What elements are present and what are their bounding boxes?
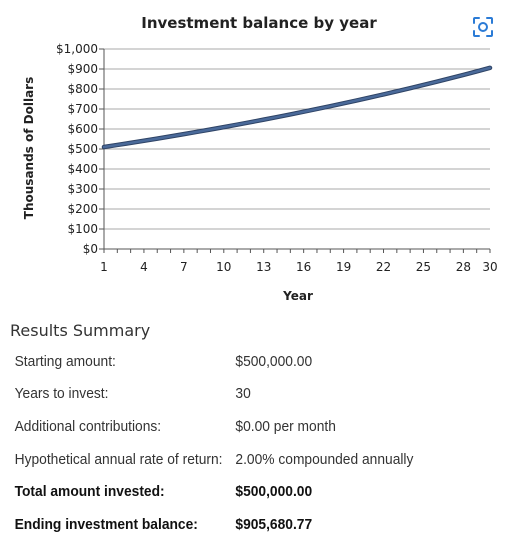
results-summary-heading: Results Summary	[10, 321, 151, 340]
summary-value: $905,680.77	[235, 515, 313, 533]
y-tick-label: $500	[67, 142, 98, 156]
y-tick-label: $700	[67, 102, 98, 116]
focus-scan-icon	[473, 17, 493, 37]
chart-title: Investment balance by year	[141, 14, 377, 32]
y-tick-label: $900	[67, 62, 98, 76]
summary-row-ending-balance: Ending investment balance: $905,680.77	[10, 508, 470, 541]
x-tick-label: 19	[336, 260, 351, 274]
x-tick-label: 25	[416, 260, 431, 274]
series-line	[102, 66, 492, 149]
x-tick-label: 16	[296, 260, 311, 274]
y-tick-label: $800	[67, 82, 98, 96]
summary-label: Hypothetical annual rate of return:	[14, 450, 223, 468]
summary-label: Starting amount:	[14, 352, 116, 370]
summary-row-total-invested: Total amount invested: $500,000.00	[10, 475, 470, 508]
summary-label: Years to invest:	[14, 385, 109, 403]
y-tick-label: $1,000	[56, 42, 98, 56]
summary-value: $500,000.00	[235, 483, 313, 501]
x-tick-label: 22	[376, 260, 391, 274]
x-tick-label: 30	[482, 260, 497, 274]
y-tick-label: $0	[83, 242, 98, 256]
summary-label: Ending investment balance:	[14, 515, 198, 533]
y-tick-label: $600	[67, 122, 98, 136]
x-tick-label: 4	[140, 260, 148, 274]
summary-value: 2.00% compounded annually	[235, 450, 414, 468]
summary-value: 30	[235, 385, 251, 403]
x-axis-title: Year	[282, 289, 313, 303]
summary-row-starting-amount: Starting amount: $500,000.00	[10, 345, 470, 378]
y-axis: $0 $100 $200 $300 $400 $500 $600 $700 $800 $900 $1…	[56, 42, 105, 256]
summary-value: $500,000.00	[235, 352, 313, 370]
y-tick-label: $100	[67, 222, 98, 236]
summary-row-years-to-invest: Years to invest: 30	[10, 378, 470, 411]
focus-scan-button[interactable]	[470, 14, 496, 40]
investment-chart: Investment balance by year $0 $100 $200 $30…	[22, 14, 498, 303]
results-summary: Results Summary Starting amount: $500,00…	[10, 320, 510, 541]
y-axis-title: Thousands of Dollars	[22, 77, 36, 219]
x-axis: 1 4 7 10 13 16 19 22 25 28 30	[100, 249, 498, 274]
summary-row-rate-of-return: Hypothetical annual rate of return: 2.00…	[10, 443, 470, 476]
x-tick-label: 28	[456, 260, 471, 274]
x-tick-label: 7	[180, 260, 188, 274]
x-tick-label: 13	[256, 260, 271, 274]
x-tick-label: 1	[100, 260, 108, 274]
chart-grid	[104, 48, 490, 250]
y-tick-label: $200	[67, 202, 98, 216]
y-tick-label: $300	[67, 182, 98, 196]
x-tick-label: 10	[216, 260, 231, 274]
series-line-shadow	[101, 65, 493, 150]
y-tick-label: $400	[67, 162, 98, 176]
series-layer	[101, 65, 493, 150]
summary-label: Total amount invested:	[14, 483, 165, 501]
summary-value: $0.00 per month	[235, 417, 336, 435]
summary-label: Additional contributions:	[14, 417, 162, 435]
summary-row-additional-contributions: Additional contributions: $0.00 per mont…	[10, 410, 470, 443]
